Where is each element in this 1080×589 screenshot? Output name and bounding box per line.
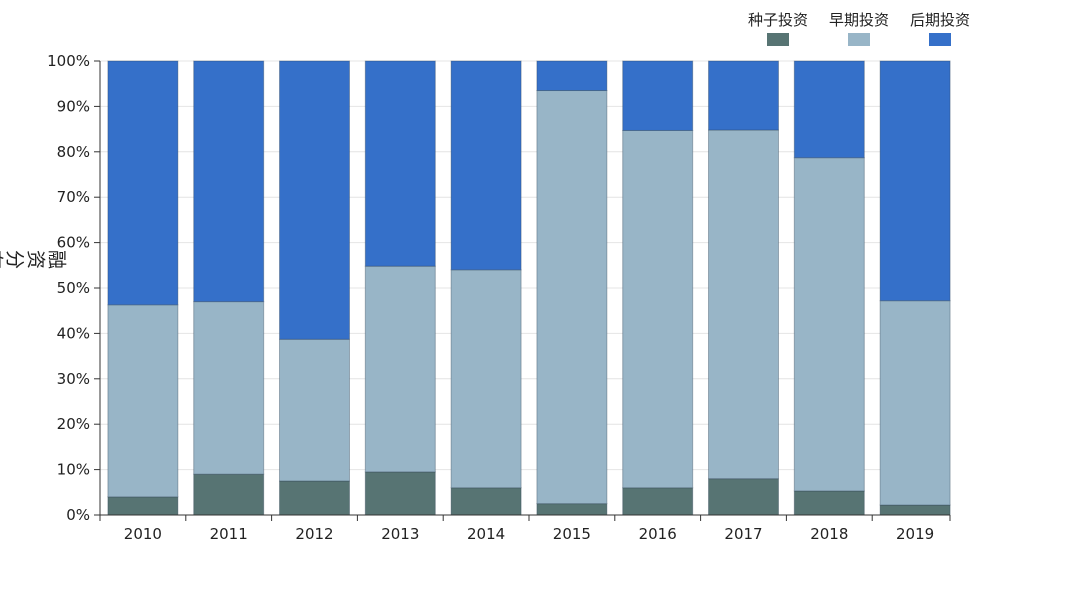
y-tick-label: 30% bbox=[57, 370, 90, 388]
bar-segment bbox=[193, 60, 265, 303]
x-tick-label: 2011 bbox=[210, 525, 248, 543]
y-tick-label: 20% bbox=[57, 415, 90, 433]
y-axis-label: 融资分布 bbox=[0, 247, 67, 269]
legend-label: 后期投资 bbox=[910, 11, 970, 29]
y-tick-label: 50% bbox=[57, 279, 90, 297]
bar-segment bbox=[793, 157, 865, 492]
bar-segment bbox=[107, 60, 179, 306]
bar-segment bbox=[107, 496, 179, 516]
x-tick-label: 2013 bbox=[381, 525, 419, 543]
x-tick-label: 2015 bbox=[553, 525, 591, 543]
bar-segment bbox=[107, 304, 179, 498]
bar-segment bbox=[536, 60, 608, 92]
y-tick-label: 90% bbox=[57, 97, 90, 115]
bar-segment bbox=[364, 471, 436, 516]
bar-segment bbox=[879, 60, 951, 302]
y-tick-label: 0% bbox=[66, 506, 90, 524]
bar-segment bbox=[879, 504, 951, 516]
x-tick-label: 2016 bbox=[639, 525, 677, 543]
bar-segment bbox=[450, 487, 522, 516]
bar-segment bbox=[793, 490, 865, 516]
y-tick-label: 70% bbox=[57, 188, 90, 206]
y-axis: 0% 10% 20% 30% 40% 50% 60% 70% 80% 90% 100% bbox=[47, 52, 101, 524]
legend-label: 种子投资 bbox=[748, 11, 808, 29]
bar-segment bbox=[536, 503, 608, 516]
y-tick-label: 10% bbox=[57, 461, 90, 479]
bar-segment bbox=[708, 129, 779, 480]
bar-segment bbox=[364, 265, 436, 473]
bar-segment bbox=[879, 300, 951, 506]
bar-segment bbox=[279, 338, 350, 482]
legend: 种子投资 早期投资 后期投资 bbox=[748, 11, 970, 46]
legend-label: 早期投资 bbox=[829, 11, 889, 29]
x-tick-label: 2017 bbox=[724, 525, 762, 543]
x-tick-label: 2018 bbox=[810, 525, 848, 543]
bar-segment bbox=[622, 129, 694, 489]
bar-segment bbox=[536, 90, 608, 505]
x-tick-label: 2014 bbox=[467, 525, 505, 543]
x-tick-label: 2010 bbox=[124, 525, 162, 543]
bar-segment bbox=[193, 301, 265, 475]
x-tick-label: 2019 bbox=[896, 525, 934, 543]
bar-segment bbox=[450, 60, 522, 271]
bar-segment bbox=[279, 480, 350, 516]
y-tick-label: 100% bbox=[47, 52, 90, 70]
bar-segment bbox=[708, 60, 779, 131]
y-tick-label: 60% bbox=[57, 234, 90, 252]
bar-segment bbox=[708, 478, 779, 516]
bar-segment bbox=[793, 60, 865, 159]
bar-segment bbox=[193, 473, 265, 516]
bar-segment bbox=[622, 60, 694, 131]
y-tick-label: 80% bbox=[57, 143, 90, 161]
bar-segment bbox=[364, 60, 436, 267]
legend-swatch bbox=[848, 33, 870, 46]
x-tick-label: 2012 bbox=[295, 525, 333, 543]
bars bbox=[107, 60, 951, 516]
legend-swatch bbox=[929, 33, 951, 46]
bar-segment bbox=[622, 487, 694, 516]
bar-segment bbox=[279, 60, 350, 340]
x-axis: 2010 2011 2012 2013 2014 2015 2016 2017 2018 2019 bbox=[99, 514, 951, 543]
legend-swatch bbox=[767, 33, 789, 46]
bar-segment bbox=[450, 269, 522, 489]
y-tick-label: 40% bbox=[57, 324, 90, 342]
